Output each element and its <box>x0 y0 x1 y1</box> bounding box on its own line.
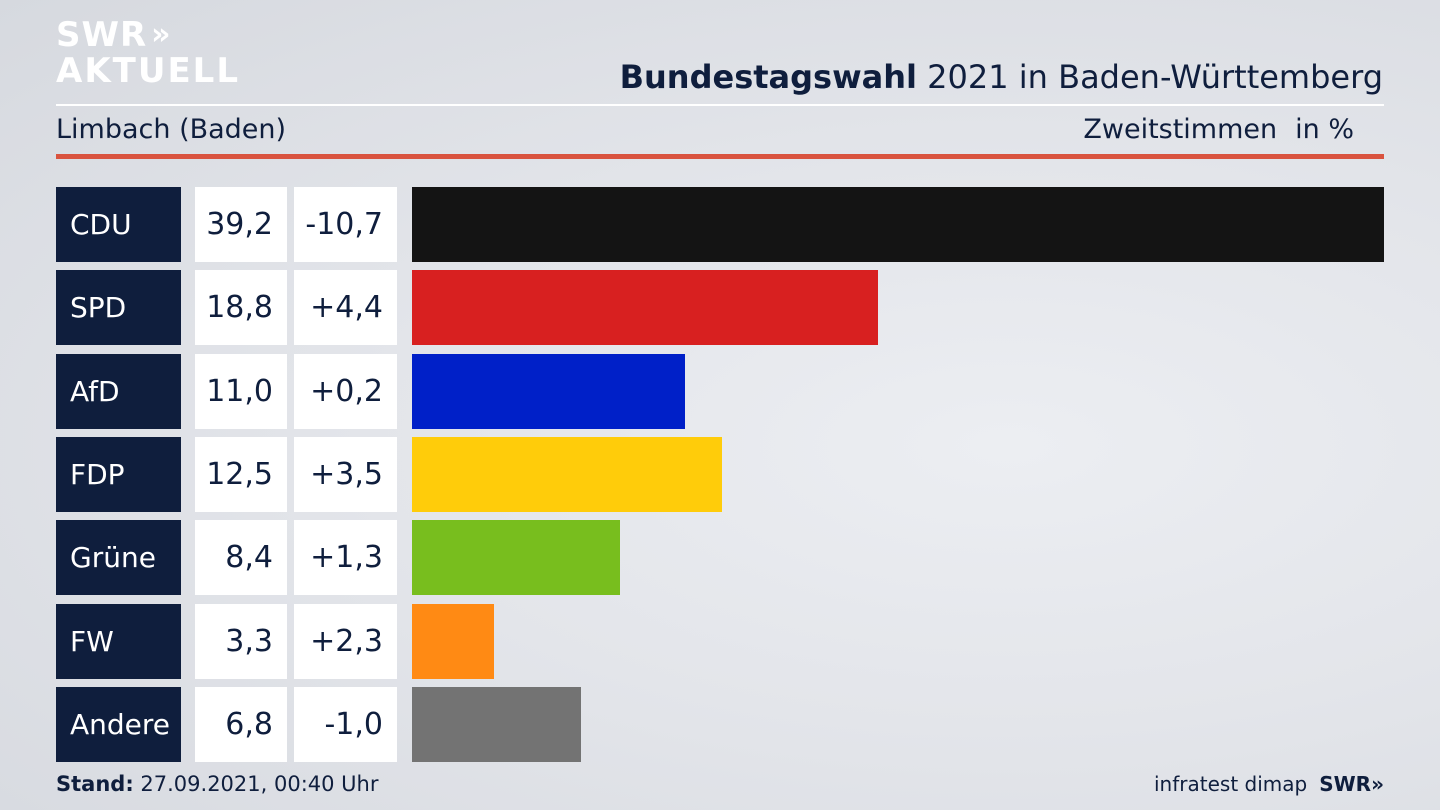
party-label: FW <box>56 603 181 679</box>
result-bar <box>412 436 722 512</box>
result-row: SPD 18,8 +4,4 <box>56 270 1384 346</box>
result-row: CDU 39,2 -10,7 <box>56 187 1384 262</box>
district-name: Limbach (Baden) <box>56 114 287 145</box>
result-bar <box>412 603 494 679</box>
title-bold: Bundestagswahl <box>619 58 917 96</box>
result-bar <box>412 520 620 596</box>
party-label: FDP <box>56 436 181 512</box>
vote-change-value: +2,3 <box>294 603 397 679</box>
vote-change-value: +1,3 <box>294 520 397 596</box>
logo-swr: SWR <box>56 15 148 55</box>
timestamp: Stand: 27.09.2021, 00:40 Uhr <box>56 772 379 796</box>
stand-label: Stand: <box>56 772 134 796</box>
vote-share-value: 18,8 <box>195 270 287 346</box>
vote-share-value: 11,0 <box>195 353 287 429</box>
result-bar <box>412 686 581 762</box>
source-credit: infratest dimap SWR» <box>1154 772 1384 796</box>
result-row: FDP 12,5 +3,5 <box>56 436 1384 512</box>
vote-change-value: +0,2 <box>294 353 397 429</box>
result-row: Andere 6,8 -1,0 <box>56 686 1384 762</box>
vote-share-value: 39,2 <box>195 187 287 262</box>
unit-label: in % <box>1295 114 1354 145</box>
stand-value: 27.09.2021, 00:40 Uhr <box>133 772 379 796</box>
party-label: CDU <box>56 187 181 262</box>
vote-change-value: +3,5 <box>294 436 397 512</box>
vote-type: Zweitstimmen <box>1083 114 1278 145</box>
source-name: infratest dimap <box>1154 772 1308 796</box>
vote-change-value: +4,4 <box>294 270 397 346</box>
page-title: Bundestagswahl 2021 in Baden-Württemberg <box>620 58 1383 96</box>
party-label: Grüne <box>56 520 181 596</box>
result-row: Grüne 8,4 +1,3 <box>56 520 1384 596</box>
logo-aktuell: AKTUELL <box>56 51 241 91</box>
logo-chevrons: » <box>151 17 171 52</box>
vote-share-value: 12,5 <box>195 436 287 512</box>
vote-type-label: Zweitstimmen in % <box>1083 114 1354 145</box>
result-row: FW 3,3 +2,3 <box>56 603 1384 679</box>
result-row: AfD 11,0 +0,2 <box>56 353 1384 429</box>
swr-brand: SWR» <box>1319 772 1384 796</box>
title-rest: 2021 in Baden-Württemberg <box>916 58 1383 96</box>
party-label: Andere <box>56 686 181 762</box>
header-divider <box>56 104 1384 106</box>
accent-divider <box>56 154 1384 159</box>
vote-share-value: 3,3 <box>195 603 287 679</box>
vote-change-value: -1,0 <box>294 686 397 762</box>
vote-share-value: 8,4 <box>195 520 287 596</box>
party-label: AfD <box>56 353 181 429</box>
party-label: SPD <box>56 270 181 346</box>
result-bar <box>412 187 1384 262</box>
vote-share-value: 6,8 <box>195 686 287 762</box>
result-bar <box>412 353 685 429</box>
vote-change-value: -10,7 <box>294 187 397 262</box>
swr-aktuell-logo: SWR» AKTUELL <box>56 18 240 88</box>
result-bar <box>412 270 878 346</box>
